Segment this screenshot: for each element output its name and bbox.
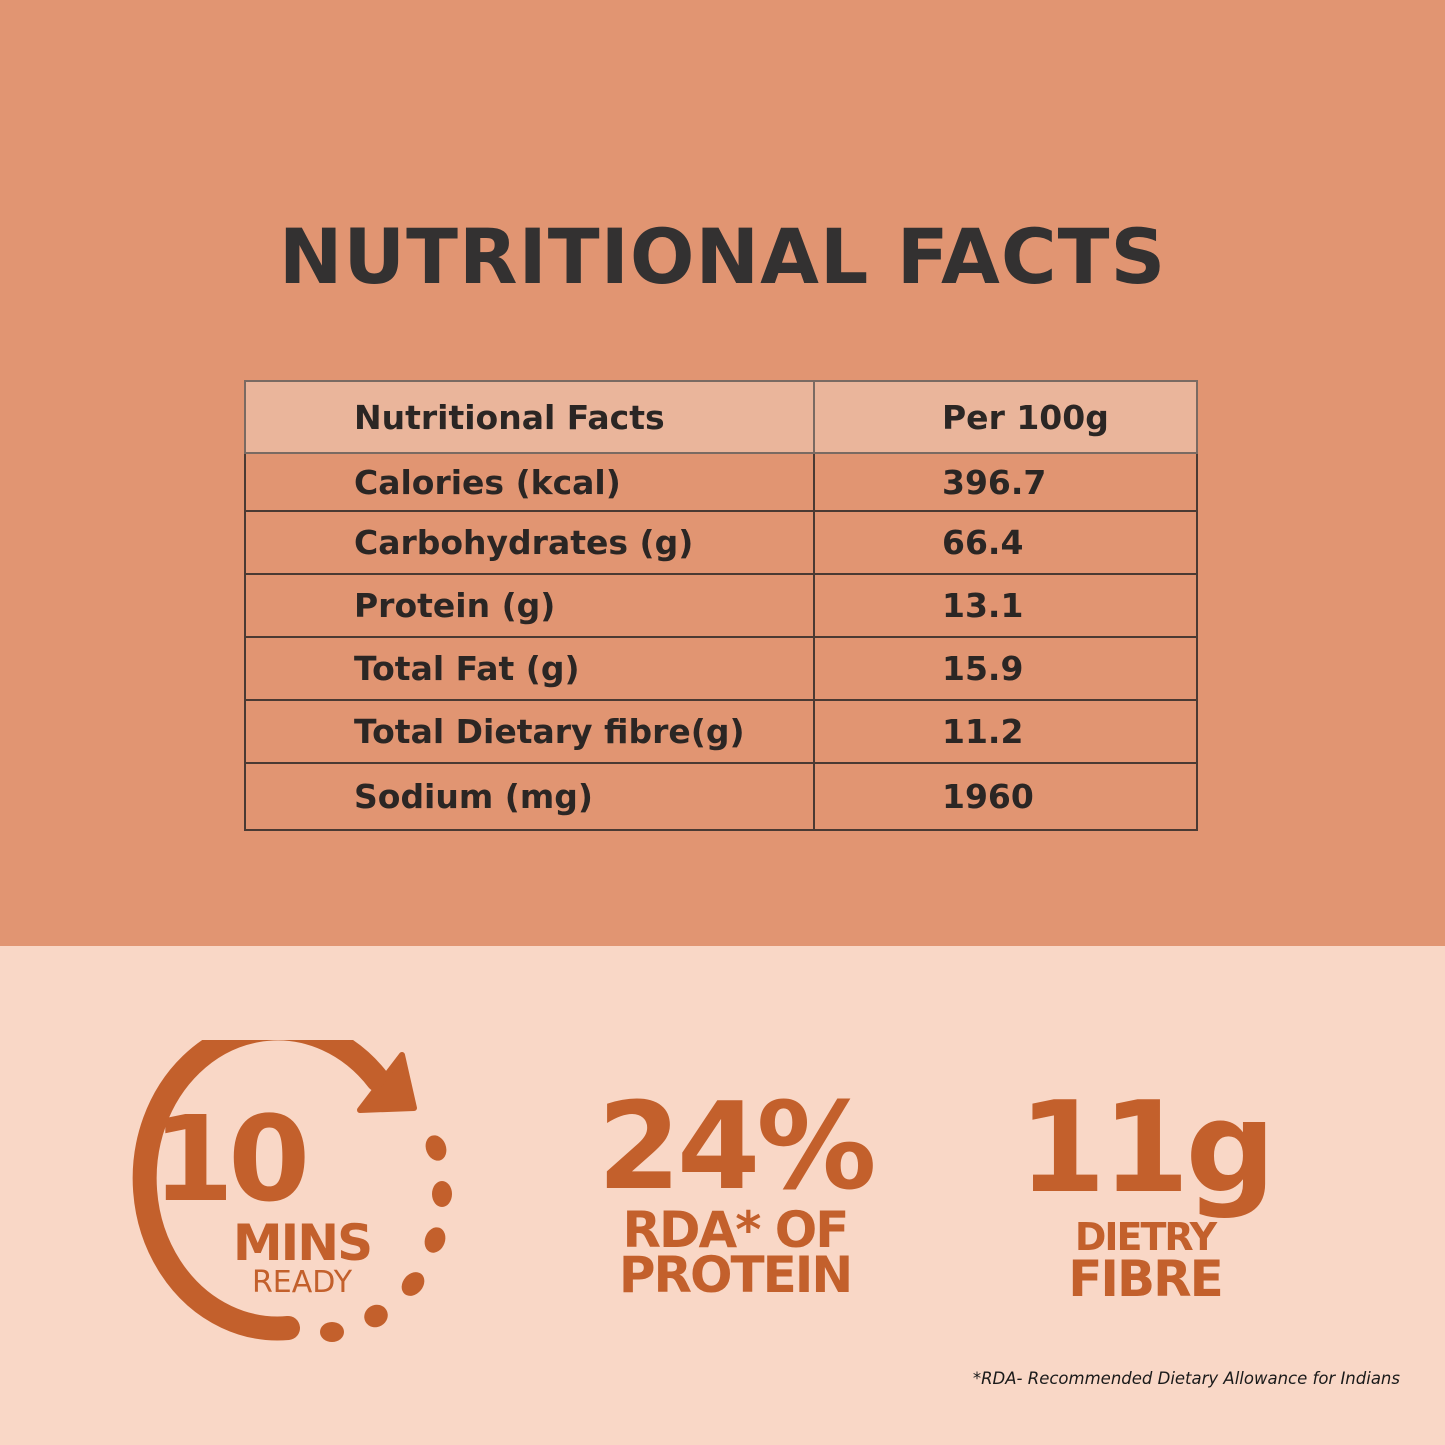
nutrient-name: Total Dietary fibre(g)	[244, 699, 815, 764]
nutrient-name: Protein (g)	[244, 573, 815, 638]
nutrient-value: 66.4	[813, 510, 1198, 575]
page-title: NUTRITIONAL FACTS	[278, 212, 1167, 301]
nutrition-table: Nutritional Facts Per 100g Calories (kca…	[244, 380, 1198, 831]
protein-label-line1: RDA* OF	[622, 1201, 850, 1259]
rda-footnote: *RDA- Recommended Dietary Allowance for …	[972, 1369, 1400, 1388]
column-header-nutrient: Nutritional Facts	[244, 380, 815, 454]
table-row: Protein (g) 13.1	[244, 573, 1198, 638]
fibre-label-line1: DIETRY	[1074, 1215, 1217, 1259]
nutrient-name: Total Fat (g)	[244, 636, 815, 701]
nutrient-value: 11.2	[813, 699, 1198, 764]
clock-arrow-icon	[132, 1040, 452, 1342]
nutrient-name: Sodium (mg)	[244, 762, 815, 831]
table-header-row: Nutritional Facts Per 100g	[244, 380, 1198, 454]
bottom-panel	[0, 946, 1445, 1445]
table-row: Carbohydrates (g) 66.4	[244, 510, 1198, 575]
nutrient-value: 1960	[813, 762, 1198, 831]
timer-label: READY	[251, 1265, 353, 1300]
column-header-per-100g: Per 100g	[813, 380, 1198, 454]
nutrient-name: Calories (kcal)	[244, 452, 815, 512]
nutrient-name: Carbohydrates (g)	[244, 510, 815, 575]
nutrient-value: 396.7	[813, 452, 1198, 512]
protein-value: 24%	[597, 1078, 876, 1217]
table-row: Total Dietary fibre(g) 11.2	[244, 699, 1198, 764]
protein-label-line2: PROTEIN	[618, 1246, 853, 1304]
table-row: Calories (kcal) 396.7	[244, 452, 1198, 512]
timer-unit: MINS	[232, 1214, 373, 1272]
nutrient-value: 13.1	[813, 573, 1198, 638]
timer-number: 10	[152, 1090, 310, 1228]
nutrient-value: 15.9	[813, 636, 1198, 701]
fibre-value: 11g	[1018, 1074, 1276, 1221]
table-row: Sodium (mg) 1960	[244, 762, 1198, 831]
table-row: Total Fat (g) 15.9	[244, 636, 1198, 701]
fibre-label-line2: FIBRE	[1068, 1250, 1224, 1308]
